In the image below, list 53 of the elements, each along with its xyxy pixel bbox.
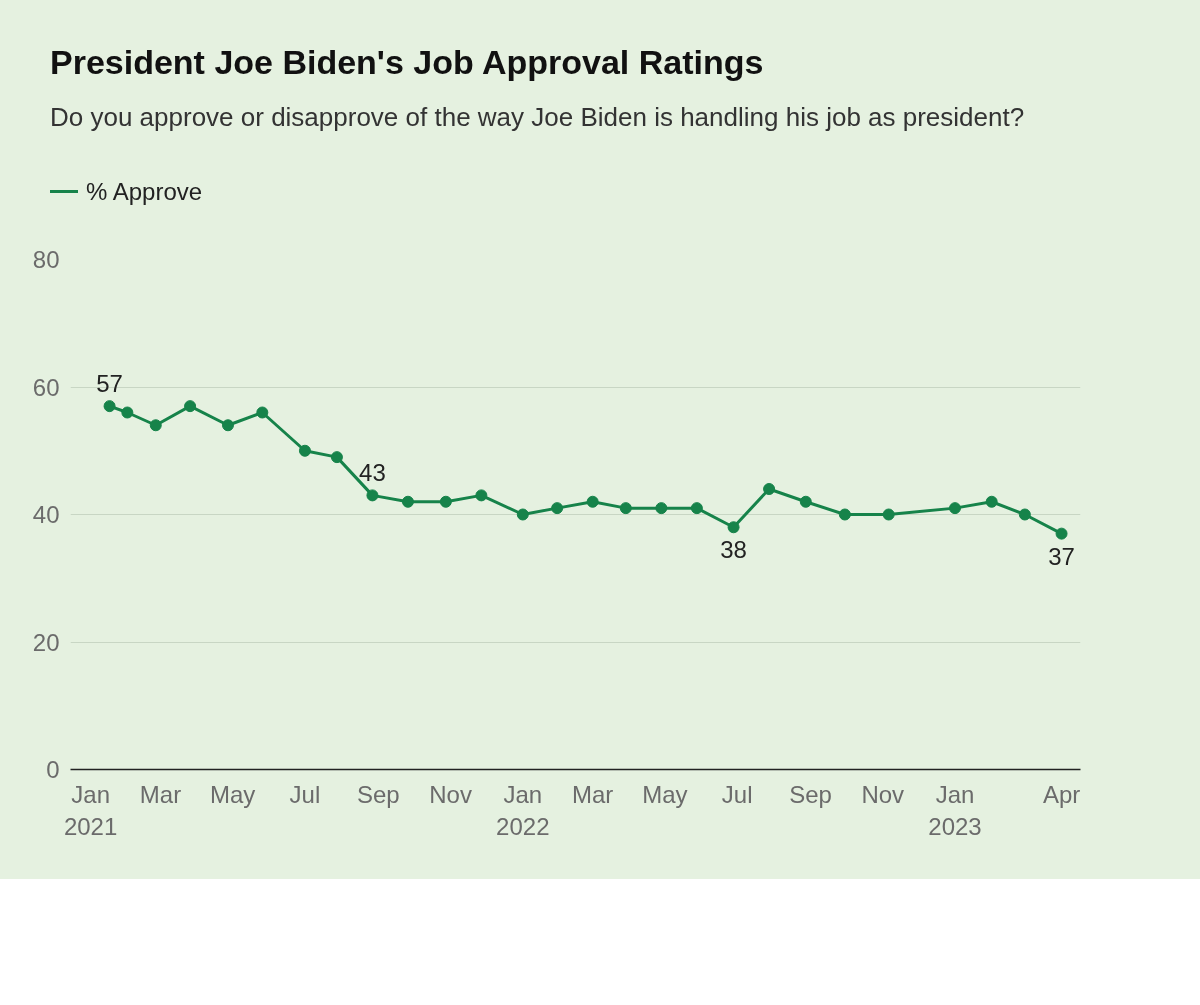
point: [149, 419, 162, 432]
x-tick-label: Jul: [721, 780, 753, 808]
x-tick-label: May: [642, 780, 688, 808]
y-tick-label: 60: [32, 373, 60, 401]
x-tick-label: Sep: [789, 780, 832, 808]
data-label: 37: [1048, 542, 1075, 570]
point: [366, 489, 379, 502]
x-tick-label: Jan 2023: [928, 780, 982, 840]
point: [221, 419, 234, 432]
point: [1055, 527, 1068, 540]
point: [1018, 508, 1031, 521]
point: [838, 508, 851, 521]
x-tick-label: Jan 2022: [496, 780, 550, 840]
point: [586, 495, 599, 508]
point: [882, 508, 895, 521]
x-tick-label: Mar: [572, 780, 614, 808]
point: [763, 482, 776, 495]
x-tick-label: Jul: [289, 780, 321, 808]
point: [256, 406, 269, 419]
data-label: 38: [720, 536, 747, 564]
y-tick-label: 40: [32, 500, 60, 528]
point: [948, 501, 961, 514]
point: [184, 399, 197, 412]
point: [655, 501, 668, 514]
point: [516, 508, 529, 521]
x-tick-label: Mar: [139, 780, 182, 808]
x-tick-label: Apr: [1042, 780, 1081, 808]
y-tick-label: 20: [32, 628, 60, 656]
point: [475, 489, 488, 502]
x-tick-label: Sep: [357, 780, 400, 808]
x-tick-label: Jan 2021: [63, 780, 118, 840]
y-tick-label: 0: [46, 755, 60, 783]
point: [690, 501, 703, 514]
point: [619, 501, 632, 514]
chart-subtitle: Do you approve or disapprove of the way Joe Biden is handling his job as president?: [50, 100, 1025, 134]
y-tick-label: 80: [32, 245, 60, 273]
point: [330, 450, 343, 463]
point: [727, 521, 740, 534]
data-label: 43: [359, 459, 386, 487]
point: [103, 399, 116, 412]
point: [551, 501, 564, 514]
chart-title: President Joe Biden's Job Approval Ratings: [50, 42, 764, 83]
point: [298, 444, 311, 457]
point: [401, 495, 414, 508]
x-tick-label: Nov: [429, 780, 472, 808]
point: [985, 495, 998, 508]
point: [121, 406, 134, 419]
point: [439, 495, 452, 508]
data-label: 57: [96, 369, 123, 397]
x-tick-label: May: [210, 780, 256, 808]
legend-label: % Approve: [85, 176, 203, 207]
x-tick-label: Nov: [861, 780, 905, 808]
point: [799, 495, 812, 508]
